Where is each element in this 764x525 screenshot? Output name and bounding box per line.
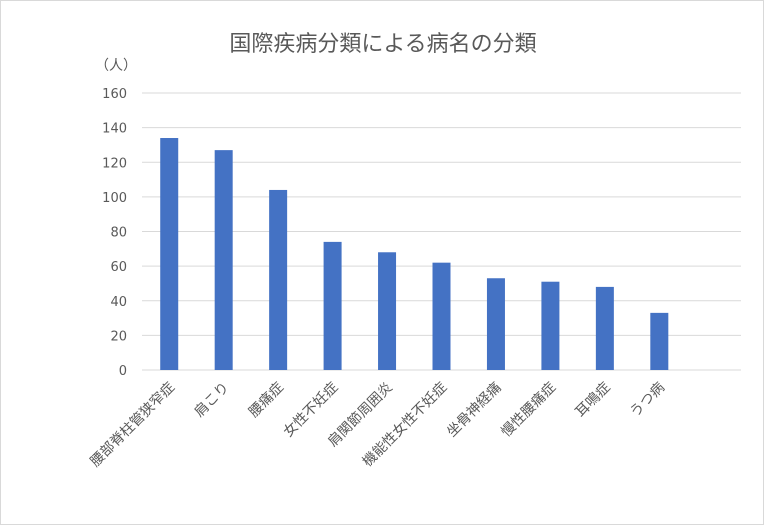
bars (160, 138, 669, 370)
y-axis-ticks: 0 20 40 60 80 100 120 140 160 (102, 87, 127, 379)
bar (432, 262, 451, 370)
y-tick-label: 80 (110, 226, 127, 241)
x-category-label: 腰部脊柱管狭窄症 (87, 379, 178, 470)
x-category-label: うつ病 (627, 380, 668, 421)
x-category-label: 腰痛症 (245, 379, 287, 421)
x-category-label: 耳鳴症 (573, 380, 614, 421)
bar (541, 281, 560, 370)
y-tick-label: 120 (102, 156, 127, 171)
bar (269, 189, 288, 370)
y-axis-unit-label: （人） (95, 58, 137, 74)
y-tick-label: 140 (102, 122, 127, 137)
x-category-label: 慢性腰痛症 (498, 379, 560, 441)
bar (650, 312, 669, 370)
chart-title: 国際疾病分類による病名の分類 (229, 32, 536, 57)
y-tick-label: 20 (110, 329, 127, 344)
bar (378, 252, 397, 370)
x-category-label: 坐骨神経痛 (443, 379, 505, 441)
y-tick-label: 160 (102, 87, 127, 102)
bar (486, 278, 505, 370)
y-tick-label: 60 (110, 260, 127, 275)
y-tick-label: 0 (119, 364, 127, 379)
y-tick-label: 100 (102, 191, 127, 206)
x-category-label: 肩こり (191, 380, 232, 421)
bar (595, 286, 614, 370)
bar (160, 138, 179, 370)
y-tick-label: 40 (110, 295, 127, 310)
x-axis-labels: 腰部脊柱管狭窄症 肩こり 腰痛症女性不妊症肩関節周囲炎機能性女性不妊症坐骨神経痛慢性… (87, 379, 668, 470)
bar (323, 241, 342, 370)
gridlines (142, 92, 741, 371)
bar (214, 150, 233, 370)
